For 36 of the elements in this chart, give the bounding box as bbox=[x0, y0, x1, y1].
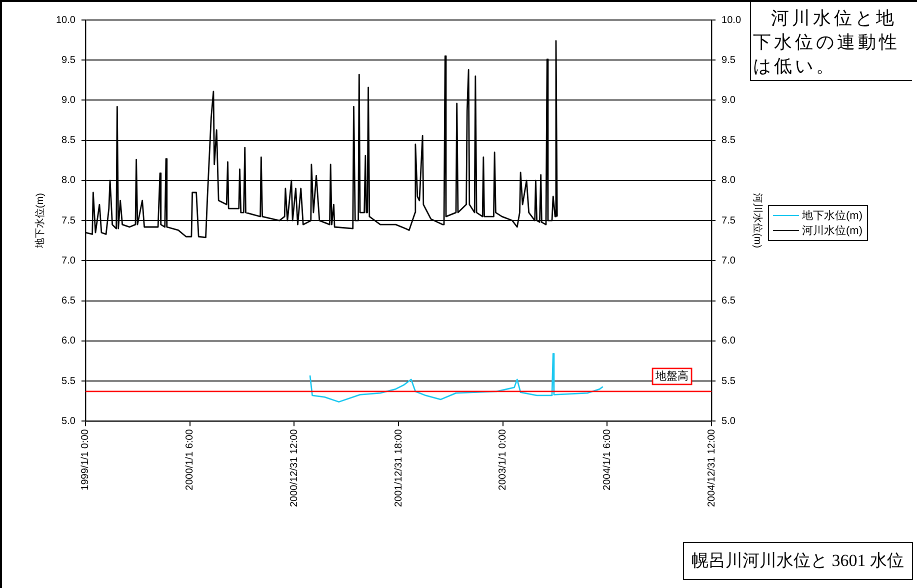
y2-tick-label: 6.5 bbox=[722, 296, 736, 307]
x-tick-label: 2000/12/31 12:00 bbox=[288, 428, 300, 508]
y-tick-label: 9.0 bbox=[62, 94, 76, 106]
y2-tick-label: 5.0 bbox=[722, 416, 736, 427]
x-tick-label: 2004/12/31 12:00 bbox=[706, 428, 718, 508]
x-tick-label: 2000/1/1 6:00 bbox=[184, 428, 196, 490]
y2-tick-label: 6.0 bbox=[722, 336, 736, 347]
legend-label: 地下水位(m) bbox=[802, 209, 862, 223]
y-tick-label: 9.5 bbox=[62, 54, 76, 66]
y2-tick-label: 8.5 bbox=[722, 135, 736, 146]
y2-tick-label: 9.5 bbox=[722, 54, 736, 66]
y2-tick-label: 7.0 bbox=[722, 255, 736, 266]
y-tick-label: 5.0 bbox=[62, 416, 76, 427]
x-tick-label: 1999/1/1 0:00 bbox=[80, 428, 92, 490]
y2-tick-label: 10.0 bbox=[722, 14, 742, 26]
y-tick-label: 10.0 bbox=[56, 14, 76, 26]
y2-axis-title: 河川水位(m) bbox=[751, 193, 764, 248]
y-tick-label: 8.5 bbox=[62, 135, 76, 146]
y-tick-label: 7.5 bbox=[62, 215, 76, 226]
y2-tick-label: 7.5 bbox=[722, 215, 736, 226]
y2-tick-label: 8.0 bbox=[722, 175, 736, 186]
legend-label: 河川水位(m) bbox=[802, 224, 862, 238]
y-tick-label: 7.0 bbox=[62, 255, 76, 266]
x-tick-label: 2003/1/1 0:00 bbox=[498, 428, 509, 490]
x-tick-label: 2004/1/1 6:00 bbox=[602, 428, 613, 490]
y2-tick-label: 5.5 bbox=[722, 376, 736, 387]
y-tick-label: 6.5 bbox=[62, 296, 76, 307]
text: 幌呂川河川水位と 3601 水位 bbox=[682, 542, 913, 580]
y-tick-label: 6.0 bbox=[62, 336, 76, 347]
x-tick-label: 2001/12/31 18:00 bbox=[393, 428, 404, 508]
y2-tick-label: 9.0 bbox=[722, 94, 736, 106]
y-tick-label: 8.0 bbox=[62, 175, 76, 186]
y-axis-title: 地下水位(m) bbox=[34, 193, 46, 250]
ref-line-label: 地盤高 bbox=[654, 369, 689, 382]
y-tick-label: 5.5 bbox=[62, 376, 76, 387]
text: 河川水位と地下水位の連動性は低い。 bbox=[750, 2, 912, 81]
